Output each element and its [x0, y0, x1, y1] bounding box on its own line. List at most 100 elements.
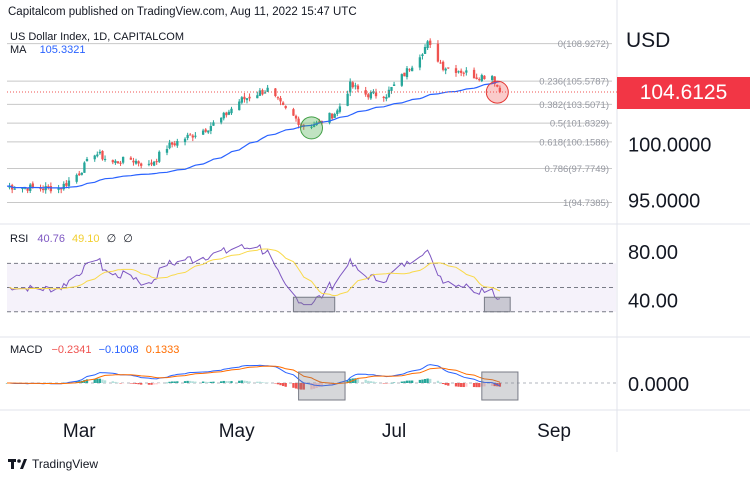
candle-body: [356, 85, 360, 90]
macd-histogram-bar: [173, 381, 176, 383]
macd-histogram-bar: [258, 381, 262, 383]
macd-histogram-bar: [444, 383, 447, 386]
macd-histogram-bar: [426, 378, 429, 383]
macd-histogram-bar: [85, 379, 89, 383]
candle-body: [297, 118, 300, 125]
candle-body: [421, 54, 424, 57]
candle-body: [346, 93, 349, 106]
candle-body: [204, 129, 207, 132]
macd-histogram-bar: [168, 381, 171, 383]
candles-group: [8, 38, 502, 194]
candle-body: [480, 75, 483, 82]
macd-histogram-bar: [478, 383, 481, 388]
macd-histogram-bar: [418, 379, 422, 383]
candle-body: [96, 154, 99, 157]
brand-name: TradingView: [32, 457, 99, 471]
candle-body: [26, 187, 29, 191]
rsi-ma-value: 49.10: [72, 233, 100, 245]
last-price-badge: 104.6125: [617, 77, 750, 109]
candle-body: [426, 41, 429, 49]
macd-histogram-bar: [460, 383, 463, 387]
macd-histogram-bar: [101, 379, 104, 383]
macd-histogram-bar: [5, 383, 9, 384]
candle-body: [80, 172, 83, 175]
rsi-highlight-box: [292, 296, 336, 313]
macd-histogram-bar: [392, 382, 396, 384]
symbol-label: US Dollar Index, 1D, CAPITALCOM: [10, 31, 185, 43]
candle-body: [245, 98, 249, 101]
candle-body: [170, 142, 174, 145]
candle-body: [369, 92, 373, 99]
candle-body: [189, 134, 192, 136]
candle-body: [475, 77, 478, 80]
macd-histogram-bar: [349, 378, 352, 383]
candle-body: [351, 82, 354, 88]
candle-body: [41, 188, 45, 191]
macd-signal-value: 0.1333: [145, 344, 180, 356]
footer-brand: TradingView: [8, 457, 98, 471]
candle-body: [279, 98, 282, 102]
fib-level-label: 0.786(97.7749): [545, 164, 609, 175]
candle-body: [390, 87, 393, 91]
candle-body: [57, 187, 60, 190]
candle-body: [294, 115, 298, 119]
candle-body: [418, 57, 422, 68]
macd-histogram-bar: [284, 383, 287, 387]
rsi-tick-label: 80.00: [628, 242, 678, 264]
macd-legend: MACD −0.2341 −0.1008 0.1333: [10, 344, 183, 356]
candle-body: [478, 79, 481, 81]
macd-histogram-bar: [312, 383, 316, 389]
candle-body: [465, 70, 468, 73]
candle-body: [457, 71, 460, 73]
candle-body: [436, 43, 440, 62]
green-highlight-circle: [300, 116, 323, 140]
hidden-value-icon: ∅: [123, 233, 133, 245]
candle-body: [263, 92, 267, 94]
fib-level-label: 0.382(103.5071): [539, 100, 609, 111]
macd-line-value: −0.1008: [98, 344, 139, 356]
candle-body: [498, 87, 502, 92]
macd-histogram-bar: [369, 381, 373, 383]
candle-body: [119, 162, 122, 164]
candle-body: [238, 101, 241, 111]
candle-body: [140, 163, 143, 166]
macd-histogram-bar: [302, 383, 305, 390]
macd-signal-line: [7, 365, 501, 385]
macd-histogram-bar: [457, 383, 460, 387]
macd-histogram-bar: [429, 378, 432, 383]
macd-histogram-bar: [165, 382, 169, 384]
rsi-label: RSI: [10, 233, 29, 245]
macd-histogram-bar: [387, 383, 391, 384]
main-legend: US Dollar Index, 1D, CAPITALCOM: [10, 31, 188, 43]
macd-histogram-bar: [222, 380, 225, 383]
candle-body: [400, 74, 403, 86]
macd-histogram-bar: [129, 383, 133, 384]
macd-histogram-bar: [240, 380, 243, 383]
rsi-ma-line: [9, 248, 501, 297]
candle-body: [333, 113, 336, 118]
candle-body: [111, 160, 114, 163]
macd-histogram-bar: [400, 381, 403, 383]
candle-body: [103, 158, 107, 160]
candle-body: [248, 96, 251, 99]
candle-body: [292, 109, 295, 116]
candle-body: [276, 97, 280, 99]
macd-histogram-bar: [227, 381, 231, 383]
macd-histogram-bar: [346, 380, 349, 383]
price-tick-label: 100.0000: [628, 135, 711, 157]
macd-histogram-bar: [374, 382, 378, 383]
candle-body: [367, 94, 370, 98]
macd-histogram-bar: [439, 382, 442, 383]
candle-body: [330, 113, 334, 119]
candle-body: [336, 110, 339, 114]
macd-histogram-bar: [367, 380, 370, 383]
macd-histogram-bar: [403, 381, 406, 383]
macd-histogram-bar: [493, 383, 496, 387]
candle-body: [21, 187, 24, 190]
candle-body: [83, 162, 86, 173]
ma-value: 105.3321: [39, 44, 86, 56]
hidden-value-icon: ∅: [106, 233, 117, 245]
fib-level-label: 0.236(105.5787): [539, 77, 609, 88]
macd-histogram-bar: [238, 380, 241, 383]
macd-histogram-bar: [230, 381, 233, 383]
